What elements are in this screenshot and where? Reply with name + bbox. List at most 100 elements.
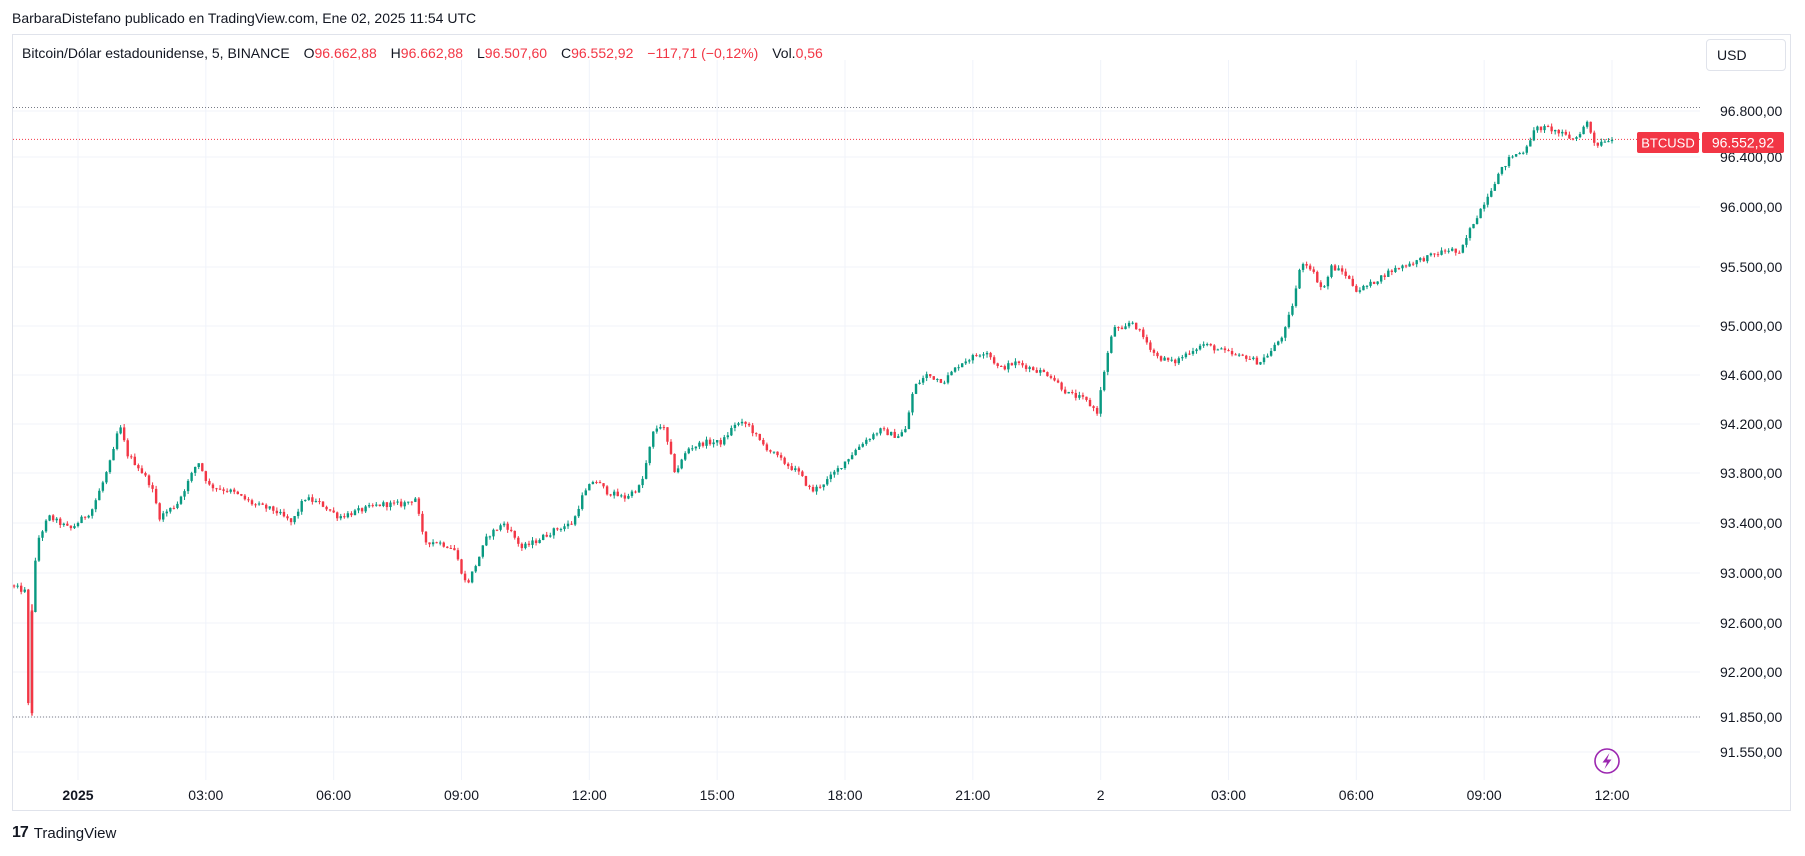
candle-body: [307, 497, 311, 500]
price-tag-symbol: BTCUSD: [1641, 136, 1694, 151]
candle-body: [1284, 327, 1287, 338]
candle-body: [428, 542, 431, 545]
candle-body: [602, 483, 605, 487]
candle-body: [1241, 354, 1244, 356]
candle-body: [1273, 344, 1276, 351]
candle-body: [488, 536, 492, 538]
candle-body: [950, 371, 953, 376]
x-tick-label: 2: [1097, 787, 1105, 803]
candle-body: [286, 516, 289, 519]
candle-body: [1163, 357, 1166, 361]
candle-body: [921, 378, 925, 383]
candle-body: [652, 431, 655, 447]
candle-body: [478, 556, 481, 567]
price-tag-value-bg: [1702, 132, 1784, 153]
candle-body: [545, 534, 548, 537]
candle-body: [48, 515, 51, 521]
candle-body: [708, 439, 712, 445]
candle-body: [151, 485, 154, 489]
candle-body: [882, 428, 886, 430]
candle-body: [1237, 354, 1241, 356]
legend-high-value: 96.662,88: [400, 45, 464, 61]
candle-body: [868, 439, 872, 441]
candle-body: [911, 393, 914, 413]
candle-body: [875, 433, 879, 435]
legend-symbol: Bitcoin/Dólar estadounidense, 5, BINANCE: [22, 45, 290, 61]
candle-body: [389, 502, 392, 508]
candle-body: [641, 478, 644, 486]
candle-body: [1152, 349, 1156, 353]
x-tick-label: 06:00: [1339, 787, 1374, 803]
candle-body: [83, 516, 87, 518]
candle-body: [893, 431, 896, 438]
candle-body: [1422, 258, 1426, 262]
candle-body: [559, 529, 563, 531]
candle-body: [69, 525, 73, 529]
candle-body: [886, 429, 889, 436]
candle-body: [1514, 154, 1518, 157]
candle-body: [456, 550, 460, 560]
candle-body: [573, 516, 577, 525]
price-tag: BTCUSD 96.552,92: [1637, 132, 1784, 153]
y-tick-label: 92.600,00: [1720, 615, 1782, 631]
currency-button[interactable]: USD: [1706, 39, 1786, 71]
candle-body: [172, 507, 176, 509]
candle-body: [1550, 126, 1553, 132]
candle-body: [218, 488, 222, 490]
candle-body: [1479, 208, 1482, 219]
candle-body: [520, 543, 524, 549]
candle-body: [12, 585, 16, 587]
candle-body: [183, 491, 186, 497]
candle-body: [1120, 327, 1124, 330]
candle-body: [1014, 361, 1017, 366]
candle-body: [1390, 270, 1394, 272]
candle-body: [1010, 363, 1014, 366]
candle-body: [811, 486, 815, 492]
candle-body: [591, 482, 595, 485]
candle-body: [907, 412, 911, 430]
candle-body: [804, 476, 808, 486]
candle-body: [1394, 267, 1397, 272]
y-tick-label: 92.200,00: [1720, 664, 1782, 680]
candle-body: [1088, 399, 1092, 407]
candle-body: [137, 465, 140, 469]
candle-body: [666, 427, 669, 442]
candle-body: [577, 508, 580, 517]
candle-body: [517, 537, 520, 544]
candle-body: [1443, 250, 1447, 252]
candle-body: [1312, 269, 1315, 272]
candle-body: [1063, 389, 1067, 394]
candle-body: [595, 482, 598, 484]
candle-body: [1003, 366, 1006, 370]
candle-body: [627, 495, 630, 499]
candle-body: [1156, 352, 1159, 357]
x-tick-label: 03:00: [188, 787, 223, 803]
tradingview-logo[interactable]: 17 TradingView: [12, 824, 116, 842]
candle-body: [59, 518, 62, 525]
candle-body: [1110, 336, 1113, 353]
candle-body: [126, 440, 129, 457]
candle-body: [41, 531, 44, 538]
candle-body: [648, 446, 651, 464]
symbol-legend: Bitcoin/Dólar estadounidense, 5, BINANCE…: [22, 45, 823, 61]
legend-volume-label: Vol.: [772, 45, 796, 61]
candle-body: [758, 433, 761, 440]
y-tick-label: 93.000,00: [1720, 565, 1782, 581]
candle-body: [1589, 121, 1592, 133]
candle-body: [147, 475, 151, 486]
candle-body: [737, 423, 740, 425]
candle-body: [1056, 380, 1060, 383]
candle-body: [1262, 357, 1266, 363]
candle-body: [1106, 352, 1109, 372]
y-tick-label: 94.200,00: [1720, 416, 1782, 432]
candle-body: [1113, 327, 1117, 337]
candle-body: [1319, 282, 1323, 287]
candle-body: [229, 489, 232, 492]
candle-body: [27, 589, 30, 704]
candle-body: [1227, 350, 1230, 352]
candle-body: [719, 440, 722, 445]
lightning-icon[interactable]: [1594, 748, 1620, 774]
candle-body: [215, 488, 218, 490]
price-tag-symbol-bg: [1637, 132, 1699, 153]
